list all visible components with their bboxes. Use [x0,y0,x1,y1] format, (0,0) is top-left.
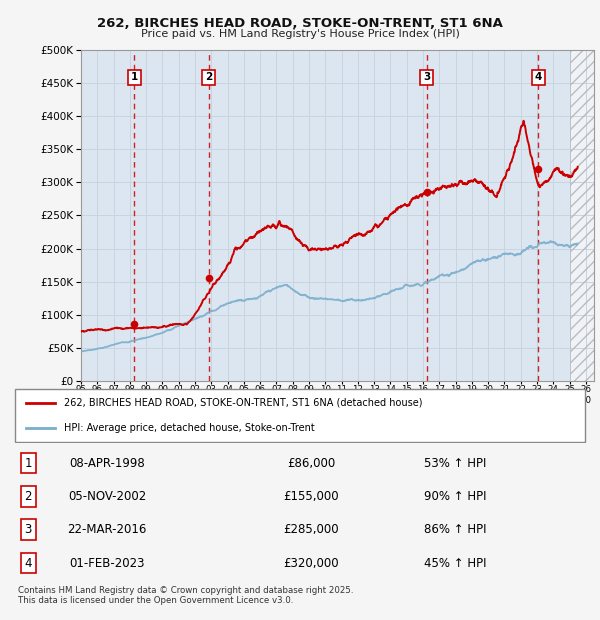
Text: 86% ↑ HPI: 86% ↑ HPI [424,523,487,536]
Text: 22-MAR-2016: 22-MAR-2016 [67,523,147,536]
Text: £285,000: £285,000 [284,523,340,536]
Bar [569,50,594,381]
Text: £155,000: £155,000 [284,490,340,503]
Text: 2: 2 [205,73,212,82]
Text: 45% ↑ HPI: 45% ↑ HPI [424,557,487,570]
Text: 3: 3 [25,523,32,536]
Text: 90% ↑ HPI: 90% ↑ HPI [424,490,487,503]
Text: 4: 4 [25,557,32,570]
Text: £86,000: £86,000 [287,456,335,469]
Text: 01-FEB-2023: 01-FEB-2023 [69,557,145,570]
Text: £320,000: £320,000 [284,557,340,570]
Text: 4: 4 [535,73,542,82]
Text: 2: 2 [25,490,32,503]
Text: Contains HM Land Registry data © Crown copyright and database right 2025.
This d: Contains HM Land Registry data © Crown c… [18,586,353,605]
Text: 05-NOV-2002: 05-NOV-2002 [68,490,146,503]
Text: HPI: Average price, detached house, Stoke-on-Trent: HPI: Average price, detached house, Stok… [64,423,314,433]
Text: 262, BIRCHES HEAD ROAD, STOKE-ON-TRENT, ST1 6NA: 262, BIRCHES HEAD ROAD, STOKE-ON-TRENT, … [97,17,503,30]
FancyBboxPatch shape [15,389,585,441]
Bar [569,50,594,381]
Text: 1: 1 [25,456,32,469]
Text: Price paid vs. HM Land Registry's House Price Index (HPI): Price paid vs. HM Land Registry's House … [140,29,460,39]
Text: 1: 1 [131,73,138,82]
Text: 3: 3 [423,73,430,82]
Text: 53% ↑ HPI: 53% ↑ HPI [424,456,487,469]
Text: 262, BIRCHES HEAD ROAD, STOKE-ON-TRENT, ST1 6NA (detached house): 262, BIRCHES HEAD ROAD, STOKE-ON-TRENT, … [64,397,422,407]
Text: 08-APR-1998: 08-APR-1998 [69,456,145,469]
